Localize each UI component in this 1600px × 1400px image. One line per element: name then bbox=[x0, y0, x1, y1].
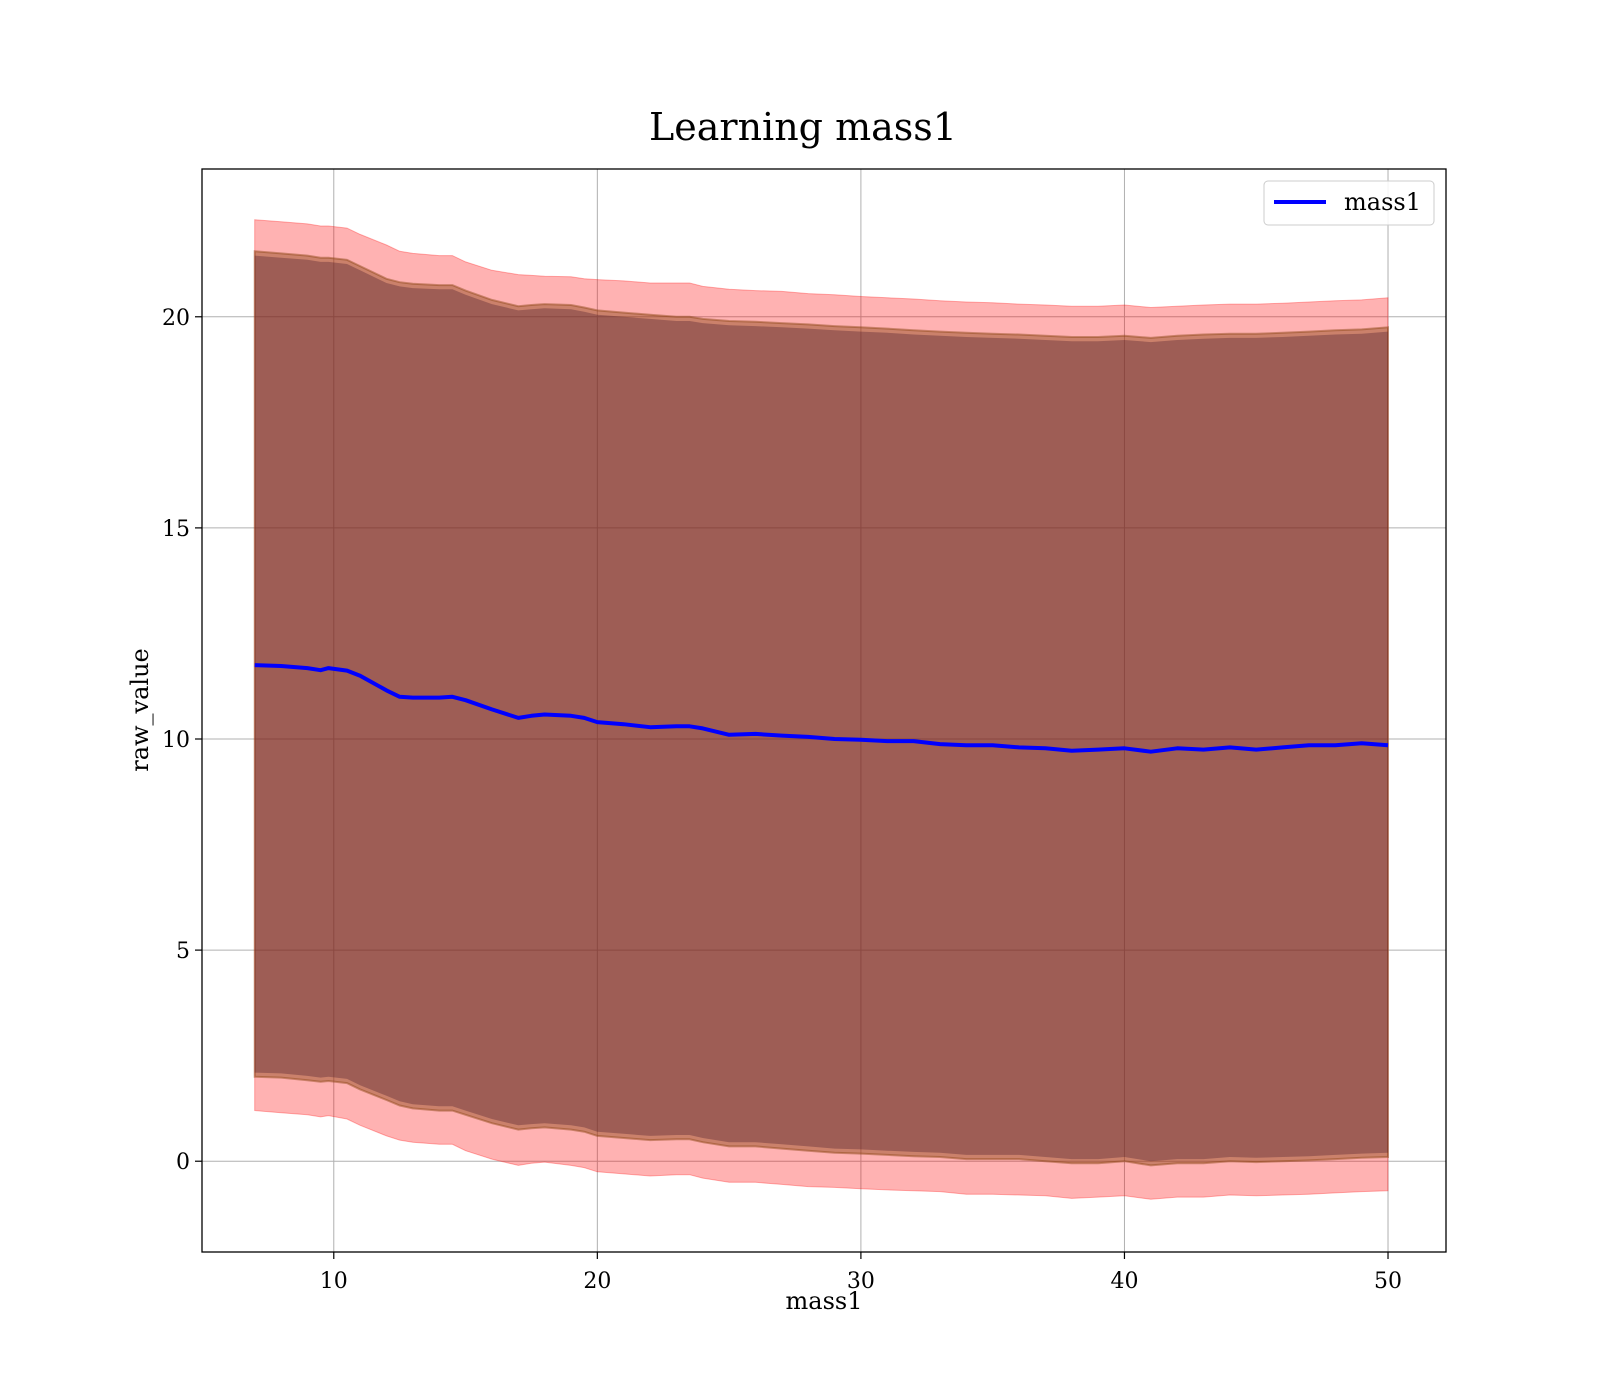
plot-frame bbox=[201, 168, 1447, 1253]
series-line-mass1 bbox=[254, 663, 1389, 754]
chart-title: Learning mass1 bbox=[649, 105, 957, 149]
y-tick-label-20: 20 bbox=[162, 306, 190, 331]
x-tick-label-40: 40 bbox=[1110, 1269, 1138, 1294]
grid bbox=[202, 169, 1446, 1252]
series-lines bbox=[254, 663, 1389, 754]
legend-label-mass1: mass1 bbox=[1344, 188, 1421, 216]
y-tick-label-0: 0 bbox=[176, 1150, 190, 1175]
inner-band bbox=[253, 250, 1389, 1167]
legend-box bbox=[1263, 180, 1435, 226]
y-axis-ticks: 0 5 10 15 20 bbox=[162, 306, 202, 1175]
x-axis-label: mass1 bbox=[786, 1287, 863, 1315]
y-tick-label-10: 10 bbox=[162, 728, 190, 753]
x-axis-ticks: 10 20 30 40 50 bbox=[320, 1252, 1402, 1294]
y-tick-label-15: 15 bbox=[162, 517, 190, 542]
x-tick-label-20: 20 bbox=[583, 1269, 611, 1294]
outer-band bbox=[254, 219, 1389, 1200]
x-tick-label-30: 30 bbox=[847, 1269, 875, 1294]
y-axis-label: raw_value bbox=[126, 648, 154, 772]
x-tick-label-50: 50 bbox=[1374, 1269, 1402, 1294]
core-band bbox=[254, 255, 1389, 1162]
x-tick-label-10: 10 bbox=[320, 1269, 348, 1294]
y-tick-label-5: 5 bbox=[176, 939, 190, 964]
legend: mass1 bbox=[1263, 180, 1435, 226]
confidence-bands bbox=[253, 219, 1389, 1200]
